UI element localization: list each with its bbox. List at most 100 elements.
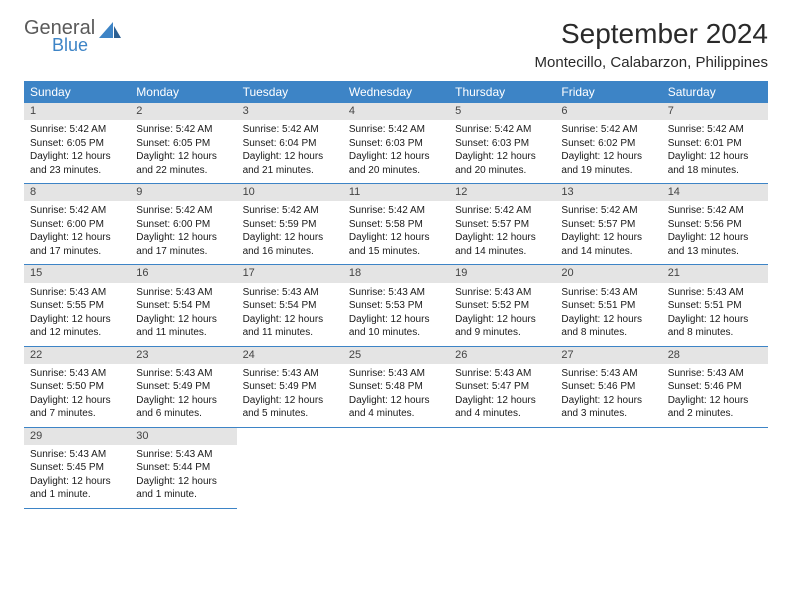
day-number-cell <box>555 427 661 445</box>
day-data-row: Sunrise: 5:42 AMSunset: 6:00 PMDaylight:… <box>24 201 768 265</box>
sunrise-line: Sunrise: 5:43 AM <box>243 286 337 300</box>
sunrise-line: Sunrise: 5:43 AM <box>455 286 549 300</box>
logo-text-blue: Blue <box>52 36 95 54</box>
daylight-line: Daylight: 12 hours and 1 minute. <box>136 475 230 502</box>
sunset-line: Sunset: 5:56 PM <box>668 218 762 232</box>
sunrise-line: Sunrise: 5:43 AM <box>668 367 762 381</box>
sunset-line: Sunset: 5:54 PM <box>243 299 337 313</box>
location: Montecillo, Calabarzon, Philippines <box>535 54 768 71</box>
daylight-line: Daylight: 12 hours and 14 minutes. <box>561 231 655 258</box>
weekday-header: Sunday <box>24 81 130 103</box>
day-data-row: Sunrise: 5:42 AMSunset: 6:05 PMDaylight:… <box>24 120 768 184</box>
sunrise-line: Sunrise: 5:43 AM <box>668 286 762 300</box>
weekday-header: Friday <box>555 81 661 103</box>
day-data-cell: Sunrise: 5:43 AMSunset: 5:49 PMDaylight:… <box>237 364 343 428</box>
daylight-line: Daylight: 12 hours and 20 minutes. <box>349 150 443 177</box>
day-number-cell: 1 <box>24 103 130 120</box>
daylight-line: Daylight: 12 hours and 8 minutes. <box>668 313 762 340</box>
day-number-cell: 29 <box>24 427 130 445</box>
day-number-cell: 10 <box>237 184 343 202</box>
day-number-row: 2930 <box>24 427 768 445</box>
day-data-cell: Sunrise: 5:43 AMSunset: 5:48 PMDaylight:… <box>343 364 449 428</box>
day-data-cell: Sunrise: 5:43 AMSunset: 5:49 PMDaylight:… <box>130 364 236 428</box>
sunset-line: Sunset: 6:00 PM <box>30 218 124 232</box>
daylight-line: Daylight: 12 hours and 14 minutes. <box>455 231 549 258</box>
daylight-line: Daylight: 12 hours and 3 minutes. <box>561 394 655 421</box>
day-number-cell: 14 <box>662 184 768 202</box>
sunrise-line: Sunrise: 5:43 AM <box>243 367 337 381</box>
day-number-cell: 13 <box>555 184 661 202</box>
weekday-header: Tuesday <box>237 81 343 103</box>
daylight-line: Daylight: 12 hours and 17 minutes. <box>30 231 124 258</box>
day-number-row: 891011121314 <box>24 184 768 202</box>
month-title: September 2024 <box>535 18 768 50</box>
weekday-header: Saturday <box>662 81 768 103</box>
day-number-cell: 21 <box>662 265 768 283</box>
sunset-line: Sunset: 5:49 PM <box>136 380 230 394</box>
day-data-cell: Sunrise: 5:42 AMSunset: 6:02 PMDaylight:… <box>555 120 661 184</box>
day-data-cell: Sunrise: 5:42 AMSunset: 5:59 PMDaylight:… <box>237 201 343 265</box>
title-block: September 2024 Montecillo, Calabarzon, P… <box>535 18 768 71</box>
day-data-cell: Sunrise: 5:43 AMSunset: 5:52 PMDaylight:… <box>449 283 555 347</box>
day-data-cell: Sunrise: 5:42 AMSunset: 6:03 PMDaylight:… <box>449 120 555 184</box>
day-number-cell: 4 <box>343 103 449 120</box>
day-data-cell: Sunrise: 5:42 AMSunset: 6:00 PMDaylight:… <box>24 201 130 265</box>
logo-sail-icon <box>99 22 121 47</box>
day-number-cell: 27 <box>555 346 661 364</box>
day-data-row: Sunrise: 5:43 AMSunset: 5:45 PMDaylight:… <box>24 445 768 509</box>
daylight-line: Daylight: 12 hours and 18 minutes. <box>668 150 762 177</box>
sunrise-line: Sunrise: 5:43 AM <box>136 286 230 300</box>
daylight-line: Daylight: 12 hours and 13 minutes. <box>668 231 762 258</box>
sunrise-line: Sunrise: 5:42 AM <box>561 204 655 218</box>
sunrise-line: Sunrise: 5:43 AM <box>455 367 549 381</box>
sunset-line: Sunset: 6:05 PM <box>136 137 230 151</box>
sunset-line: Sunset: 5:50 PM <box>30 380 124 394</box>
day-number-cell: 22 <box>24 346 130 364</box>
day-number-cell: 18 <box>343 265 449 283</box>
day-data-cell: Sunrise: 5:42 AMSunset: 5:57 PMDaylight:… <box>555 201 661 265</box>
sunset-line: Sunset: 5:59 PM <box>243 218 337 232</box>
sunset-line: Sunset: 5:44 PM <box>136 461 230 475</box>
day-number-cell: 19 <box>449 265 555 283</box>
daylight-line: Daylight: 12 hours and 10 minutes. <box>349 313 443 340</box>
day-number-cell <box>449 427 555 445</box>
day-number-cell: 3 <box>237 103 343 120</box>
daylight-line: Daylight: 12 hours and 2 minutes. <box>668 394 762 421</box>
sunset-line: Sunset: 5:48 PM <box>349 380 443 394</box>
sunrise-line: Sunrise: 5:42 AM <box>455 204 549 218</box>
day-data-cell: Sunrise: 5:43 AMSunset: 5:47 PMDaylight:… <box>449 364 555 428</box>
sunset-line: Sunset: 6:03 PM <box>349 137 443 151</box>
daylight-line: Daylight: 12 hours and 1 minute. <box>30 475 124 502</box>
sunset-line: Sunset: 6:03 PM <box>455 137 549 151</box>
day-data-row: Sunrise: 5:43 AMSunset: 5:55 PMDaylight:… <box>24 283 768 347</box>
sunrise-line: Sunrise: 5:43 AM <box>30 367 124 381</box>
day-number-row: 22232425262728 <box>24 346 768 364</box>
day-number-cell <box>237 427 343 445</box>
daylight-line: Daylight: 12 hours and 7 minutes. <box>30 394 124 421</box>
daylight-line: Daylight: 12 hours and 15 minutes. <box>349 231 443 258</box>
day-data-cell <box>237 445 343 509</box>
calendar-table: Sunday Monday Tuesday Wednesday Thursday… <box>24 81 768 509</box>
day-number-cell: 8 <box>24 184 130 202</box>
day-data-cell: Sunrise: 5:42 AMSunset: 5:56 PMDaylight:… <box>662 201 768 265</box>
sunset-line: Sunset: 5:46 PM <box>561 380 655 394</box>
day-number-cell <box>343 427 449 445</box>
day-number-cell: 12 <box>449 184 555 202</box>
sunset-line: Sunset: 6:02 PM <box>561 137 655 151</box>
sunset-line: Sunset: 6:04 PM <box>243 137 337 151</box>
day-number-cell: 25 <box>343 346 449 364</box>
daylight-line: Daylight: 12 hours and 4 minutes. <box>455 394 549 421</box>
sunrise-line: Sunrise: 5:42 AM <box>349 204 443 218</box>
daylight-line: Daylight: 12 hours and 8 minutes. <box>561 313 655 340</box>
daylight-line: Daylight: 12 hours and 16 minutes. <box>243 231 337 258</box>
day-data-cell: Sunrise: 5:43 AMSunset: 5:53 PMDaylight:… <box>343 283 449 347</box>
day-number-row: 1234567 <box>24 103 768 120</box>
weekday-header-row: Sunday Monday Tuesday Wednesday Thursday… <box>24 81 768 103</box>
day-number-cell: 26 <box>449 346 555 364</box>
sunrise-line: Sunrise: 5:42 AM <box>243 204 337 218</box>
day-data-cell: Sunrise: 5:43 AMSunset: 5:55 PMDaylight:… <box>24 283 130 347</box>
weekday-header: Monday <box>130 81 236 103</box>
sunrise-line: Sunrise: 5:43 AM <box>136 367 230 381</box>
sunrise-line: Sunrise: 5:42 AM <box>668 204 762 218</box>
day-number-cell: 9 <box>130 184 236 202</box>
